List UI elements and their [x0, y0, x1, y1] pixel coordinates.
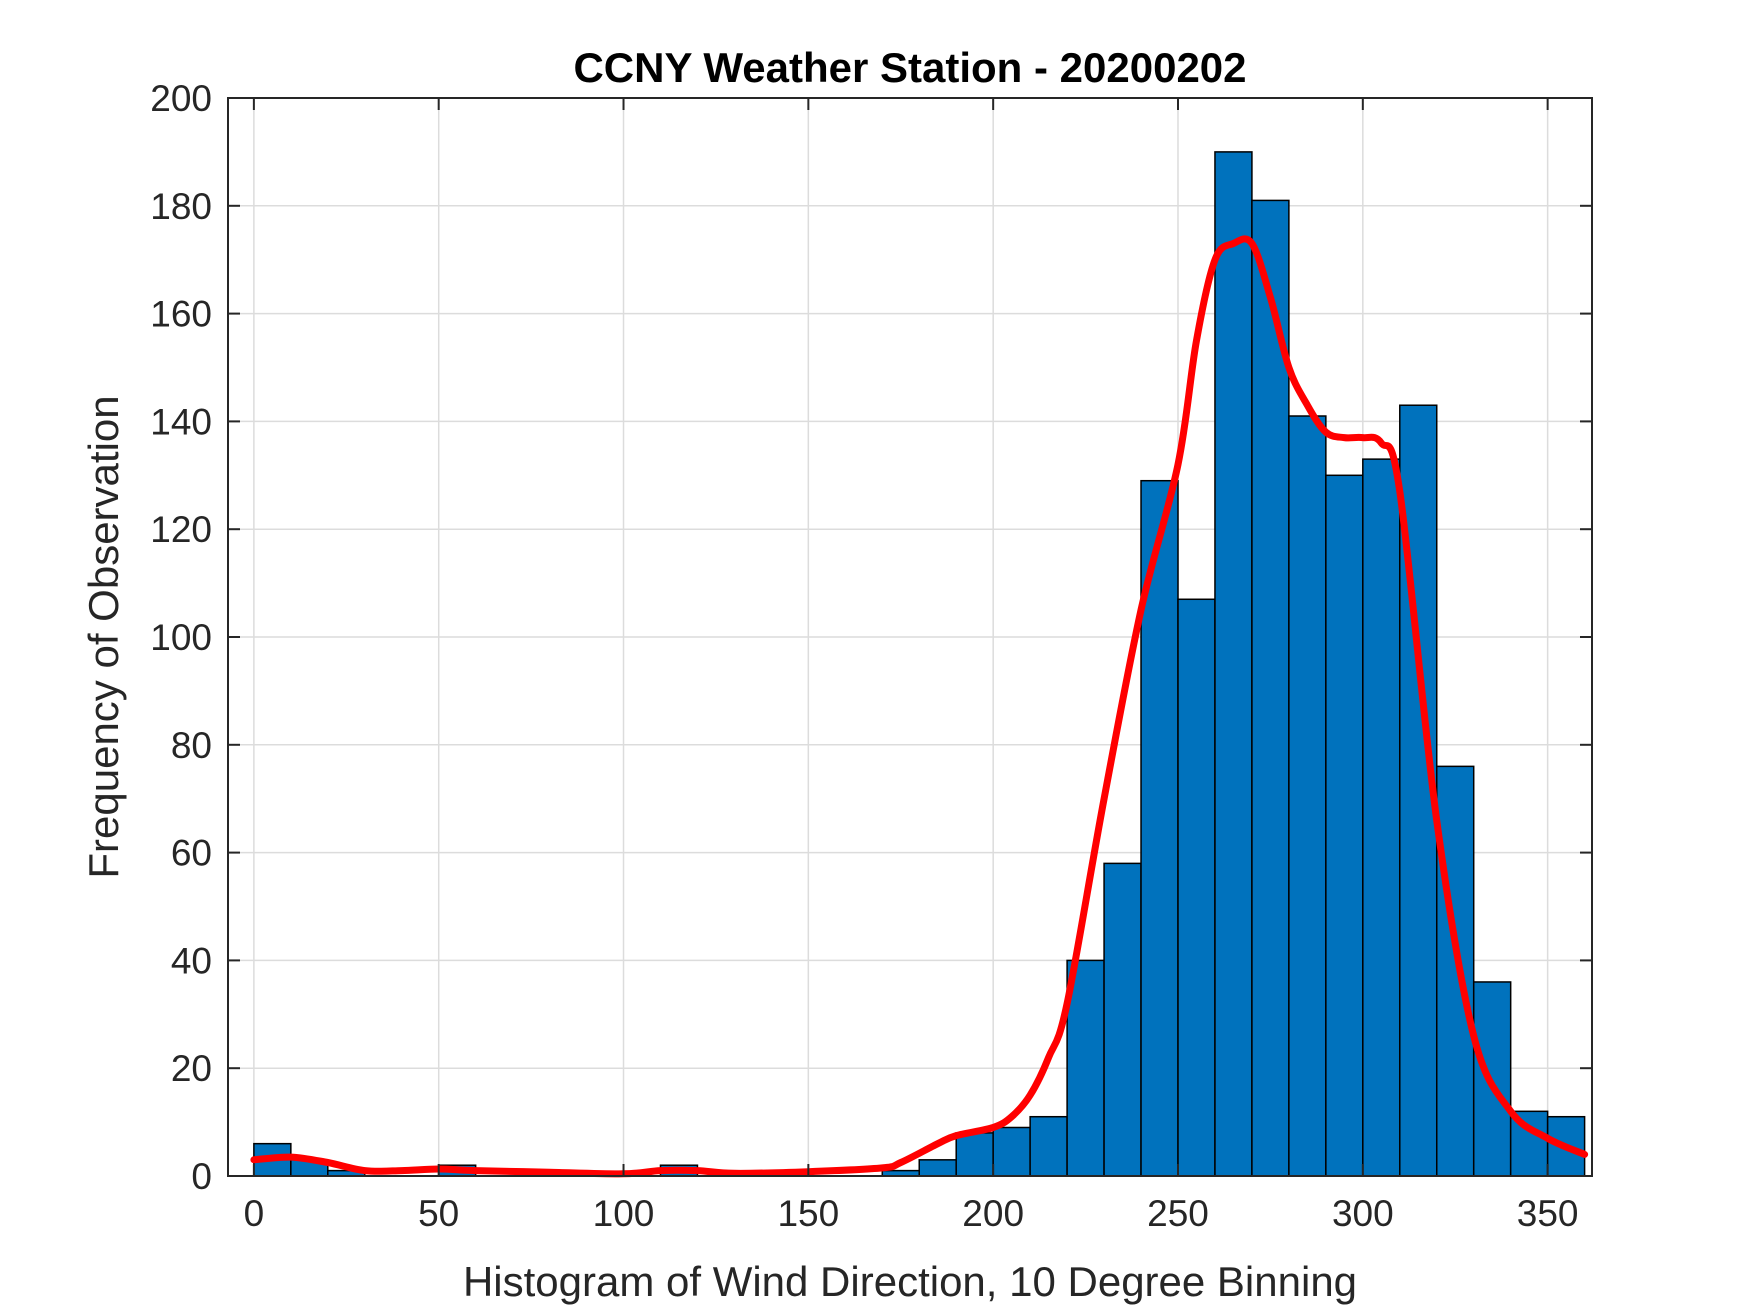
x-tick-label: 350: [1517, 1193, 1579, 1234]
y-tick-label: 100: [150, 617, 212, 658]
x-axis-title: Histogram of Wind Direction, 10 Degree B…: [463, 1258, 1357, 1305]
histogram-bar: [1325, 474, 1364, 1177]
fit-curve: [250, 235, 1589, 1178]
x-tick-label: 100: [593, 1193, 655, 1234]
histogram-bar: [1029, 1115, 1068, 1177]
fit-curve-line: [250, 235, 1589, 1178]
y-tick-label: 0: [191, 1156, 212, 1197]
y-tick-label: 140: [150, 401, 212, 442]
x-tick-label: 150: [777, 1193, 839, 1234]
histogram-bar: [1288, 415, 1327, 1177]
histogram-bar: [1251, 199, 1290, 1177]
axis-ticks: [228, 97, 1592, 1177]
histogram-bar: [1177, 598, 1216, 1177]
x-tick-label: 250: [1147, 1193, 1209, 1234]
y-tick-label: 80: [171, 725, 212, 766]
x-tick-label: 200: [962, 1193, 1024, 1234]
x-tick-label: 300: [1332, 1193, 1394, 1234]
plot-area-border: [227, 97, 1593, 1177]
x-tick-label: 0: [244, 1193, 265, 1234]
y-axis-title: Frequency of Observation: [80, 395, 127, 878]
x-tick-labels: 0 50 100 150 200 250 300 350: [244, 1193, 1579, 1234]
histogram-bar: [955, 1132, 994, 1177]
x-tick-label: 50: [418, 1193, 459, 1234]
y-tick-labels: 0 20 40 60 80 100 120 140 160 180 200: [150, 78, 212, 1197]
y-tick-label: 40: [171, 940, 212, 981]
histogram-bar: [1362, 458, 1401, 1177]
y-tick-label: 160: [150, 294, 212, 335]
y-tick-label: 180: [150, 186, 212, 227]
y-tick-label: 20: [171, 1048, 212, 1089]
chart-title: CCNY Weather Station - 20200202: [573, 44, 1246, 91]
histogram-bar: [918, 1159, 957, 1177]
y-tick-label: 120: [150, 509, 212, 550]
histogram-bar: [1066, 959, 1105, 1177]
y-tick-label: 200: [150, 78, 212, 119]
histogram-bar: [992, 1126, 1031, 1177]
y-tick-label: 60: [171, 833, 212, 874]
histogram-bar: [1103, 862, 1142, 1177]
histogram-bars: [253, 151, 1586, 1177]
histogram-bar: [1435, 765, 1475, 1177]
histogram-bar: [1214, 151, 1253, 1177]
